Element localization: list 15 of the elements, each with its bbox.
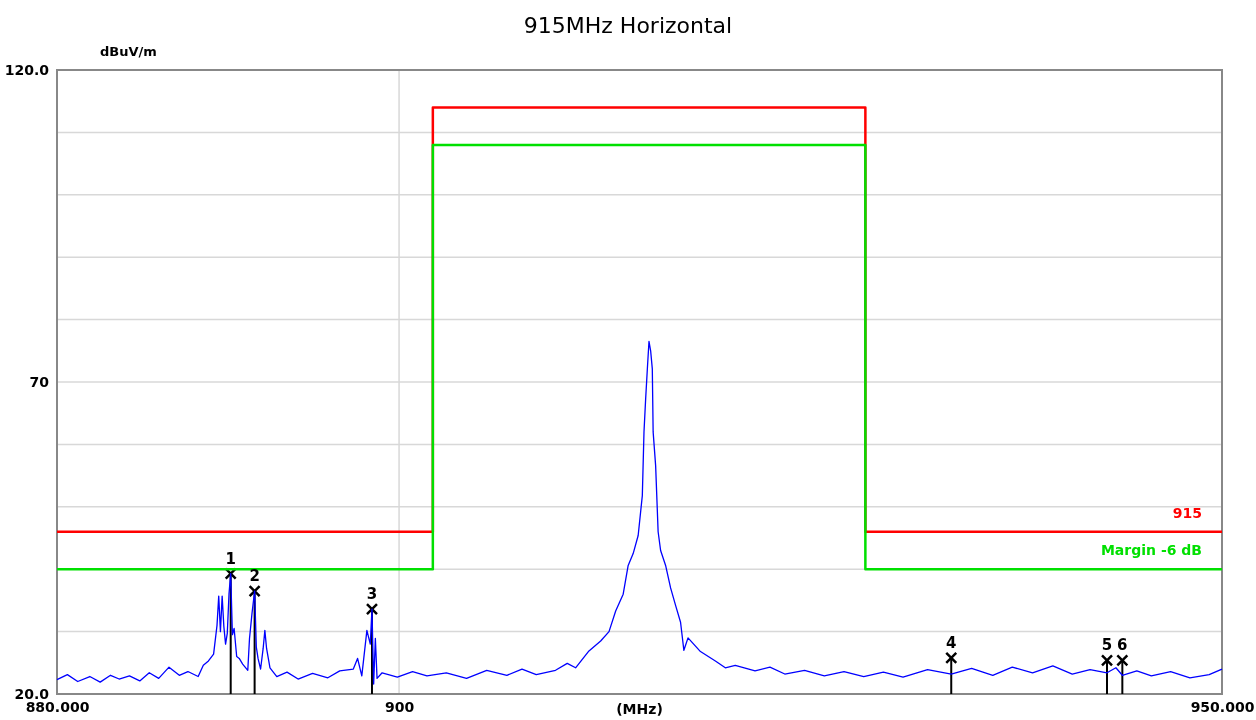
annotation: 3 (366, 585, 378, 604)
y-tick-label: 120.0 (4, 61, 50, 78)
chart-title: 915MHz Horizontal (523, 13, 733, 38)
annotation: 1 (225, 549, 236, 568)
x-axis-title: (MHz) (616, 701, 663, 717)
x-tick-label: 950.000 (1190, 698, 1255, 715)
annotation: 5 (1101, 636, 1113, 655)
annotation: 4 (946, 633, 957, 652)
annotation: 6 (1117, 636, 1128, 655)
x-tick-label: 900 (384, 698, 415, 715)
series-label: 915 (1172, 504, 1202, 521)
y-tick-label: 70 (29, 373, 50, 390)
y-axis-title: dBuV/m (100, 44, 157, 59)
series-label: Margin -6 dB (1100, 542, 1202, 559)
annotation: 2 (249, 567, 260, 586)
